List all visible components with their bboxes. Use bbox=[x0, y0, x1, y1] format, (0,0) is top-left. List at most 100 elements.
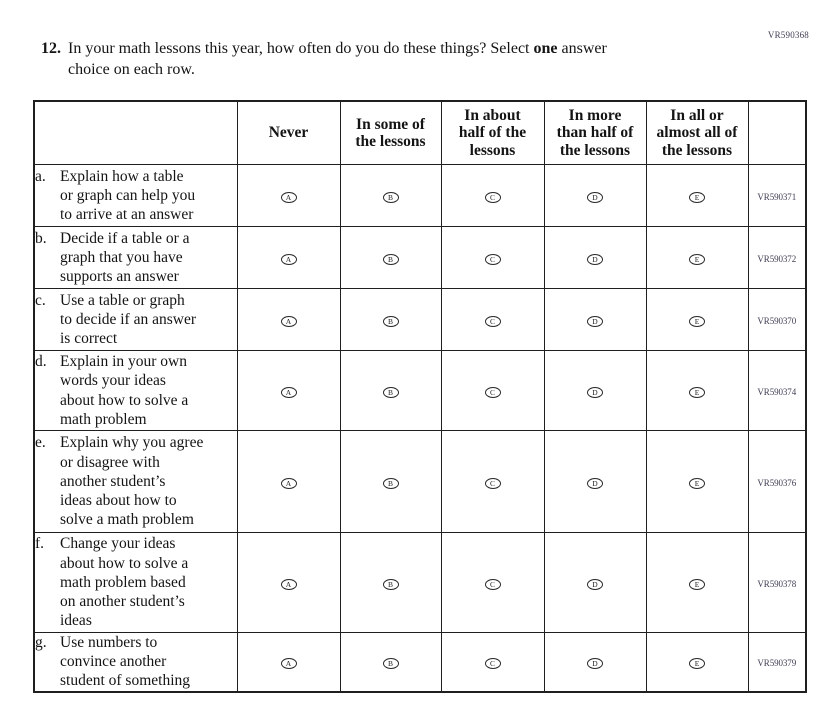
bubble-letter: C bbox=[489, 478, 495, 488]
row-text: Decide if a table or a graph that you ha… bbox=[60, 229, 190, 286]
bubble-letter: E bbox=[694, 387, 700, 397]
answer-bubble-e[interactable]: E bbox=[689, 191, 705, 203]
answer-bubble-a[interactable]: A bbox=[280, 658, 297, 670]
row-label-b: b. Decide if a table or a graph that you … bbox=[33, 226, 238, 289]
row-text: Explain how a table or graph can help yo… bbox=[60, 167, 196, 224]
question-text-after: answer choice on each row. bbox=[68, 40, 607, 78]
bubble-letter: D bbox=[592, 478, 598, 488]
answer-bubble-c[interactable]: C bbox=[484, 315, 501, 327]
answer-bubble-b[interactable]: B bbox=[382, 386, 399, 398]
row-code: VR590370 bbox=[757, 315, 797, 326]
row-text: Explain why you agree or disagree with a… bbox=[60, 434, 204, 529]
answer-bubble-c[interactable]: C bbox=[484, 578, 501, 590]
row-label-e: e. Explain why you agree or disagree with… bbox=[33, 430, 238, 533]
answer-bubble-a[interactable]: A bbox=[280, 578, 297, 590]
header-row: Never In some of the lessons In about ha… bbox=[33, 100, 807, 165]
row-code: VR590378 bbox=[757, 578, 797, 589]
bubble-letter: C bbox=[489, 316, 495, 326]
answer-bubble-a[interactable]: A bbox=[280, 386, 297, 398]
bubble-letter: D bbox=[592, 658, 598, 668]
row-letter: c. bbox=[35, 291, 46, 309]
answer-bubble-e[interactable]: E bbox=[689, 386, 705, 398]
bubble-letter: C bbox=[489, 192, 495, 202]
question-number: 12. bbox=[41, 40, 61, 57]
bubble-letter: A bbox=[285, 316, 292, 326]
header-never: Never bbox=[236, 100, 341, 165]
bubble-letter: A bbox=[285, 387, 292, 397]
bubble-letter: B bbox=[387, 316, 393, 326]
answer-bubble-e[interactable]: E bbox=[689, 578, 705, 590]
answer-bubble-c[interactable]: C bbox=[484, 191, 501, 203]
header-code-empty bbox=[747, 100, 807, 165]
answer-bubble-e[interactable]: E bbox=[689, 477, 705, 489]
row-text: Use numbers to convince another student … bbox=[60, 634, 191, 690]
answer-bubble-a[interactable]: A bbox=[280, 315, 297, 327]
row-code: VR590371 bbox=[757, 191, 797, 202]
question-bold-word: one bbox=[533, 40, 558, 57]
answer-bubble-e[interactable]: E bbox=[689, 658, 705, 670]
answer-bubble-d[interactable]: D bbox=[587, 386, 603, 398]
answer-bubble-d[interactable]: D bbox=[587, 315, 603, 327]
answer-bubble-d[interactable]: D bbox=[587, 578, 603, 590]
row-label-g: g. Use numbers to convince another studen… bbox=[33, 631, 238, 693]
answer-bubble-b[interactable]: B bbox=[382, 253, 399, 265]
header-empty bbox=[33, 100, 238, 165]
bubble-letter: E bbox=[694, 316, 700, 326]
bubble-letter: A bbox=[285, 254, 292, 264]
answer-bubble-a[interactable]: A bbox=[280, 477, 297, 489]
answer-bubble-d[interactable]: D bbox=[587, 477, 603, 489]
table-row-c: c. Use a table or graph to decide if an a… bbox=[33, 288, 807, 351]
row-letter: g. bbox=[35, 634, 47, 651]
bubble-letter: B bbox=[387, 478, 393, 488]
table-row-e: e. Explain why you agree or disagree with… bbox=[33, 430, 807, 533]
question-text-before: In your math lessons this year, how ofte… bbox=[68, 40, 530, 57]
bubble-letter: C bbox=[489, 254, 495, 264]
bubble-letter: A bbox=[285, 658, 292, 668]
answer-bubble-a[interactable]: A bbox=[280, 253, 297, 265]
row-letter: e. bbox=[35, 434, 46, 452]
answer-bubble-c[interactable]: C bbox=[484, 386, 501, 398]
answer-bubble-d[interactable]: D bbox=[587, 253, 603, 265]
row-code: VR590379 bbox=[757, 657, 797, 668]
row-label-c: c. Use a table or graph to decide if an a… bbox=[33, 288, 238, 351]
bubble-letter: D bbox=[592, 316, 598, 326]
answer-bubble-e[interactable]: E bbox=[689, 253, 705, 265]
row-letter: b. bbox=[35, 229, 47, 247]
table-row-b: b. Decide if a table or a graph that you … bbox=[33, 226, 807, 289]
row-text: Explain in your own words your ideas abo… bbox=[60, 353, 189, 428]
header-all-lessons: In all or almost all of the lessons bbox=[645, 100, 749, 165]
bubble-letter: D bbox=[592, 254, 598, 264]
bubble-letter: B bbox=[387, 387, 393, 397]
row-letter: d. bbox=[35, 353, 47, 371]
bubble-letter: E bbox=[694, 658, 700, 668]
bubble-letter: E bbox=[694, 478, 700, 488]
row-code: VR590372 bbox=[757, 253, 797, 264]
row-letter: f. bbox=[35, 535, 45, 553]
answer-bubble-c[interactable]: C bbox=[484, 658, 501, 670]
bubble-letter: E bbox=[694, 579, 700, 589]
bubble-letter: D bbox=[592, 192, 598, 202]
row-code: VR590376 bbox=[757, 477, 797, 488]
bubble-letter: E bbox=[694, 254, 700, 264]
answer-bubble-d[interactable]: D bbox=[587, 191, 603, 203]
row-label-d: d. Explain in your own words your ideas a… bbox=[33, 350, 238, 431]
answer-bubble-a[interactable]: A bbox=[280, 191, 297, 203]
table-row-d: d. Explain in your own words your ideas a… bbox=[33, 350, 807, 431]
answer-bubble-c[interactable]: C bbox=[484, 253, 501, 265]
row-label-a: a. Explain how a table or graph can help … bbox=[33, 164, 238, 227]
answer-bubble-e[interactable]: E bbox=[689, 315, 705, 327]
bubble-letter: A bbox=[285, 478, 292, 488]
row-letter: a. bbox=[35, 167, 46, 185]
answer-bubble-c[interactable]: C bbox=[484, 477, 501, 489]
answer-bubble-b[interactable]: B bbox=[382, 578, 399, 590]
answer-bubble-b[interactable]: B bbox=[382, 191, 399, 203]
header-more-than-half: In more than half of the lessons bbox=[543, 100, 647, 165]
answer-bubble-b[interactable]: B bbox=[382, 658, 399, 670]
table-row-g: g. Use numbers to convince another studen… bbox=[33, 631, 807, 693]
answer-bubble-d[interactable]: D bbox=[587, 658, 603, 670]
bubble-letter: A bbox=[285, 579, 292, 589]
bubble-letter: B bbox=[387, 579, 393, 589]
table-row-f: f. Change your ideas about how to solve a… bbox=[33, 532, 807, 633]
answer-bubble-b[interactable]: B bbox=[382, 315, 399, 327]
answer-bubble-b[interactable]: B bbox=[382, 477, 399, 489]
